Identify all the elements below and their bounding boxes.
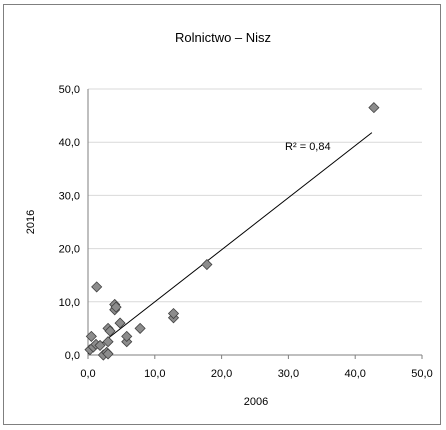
x-tick-label: 30,0	[278, 368, 299, 380]
trendline	[87, 132, 373, 355]
data-point	[201, 258, 213, 271]
data-point	[94, 339, 106, 351]
data-point	[110, 301, 122, 313]
x-tick-label: 20,0	[211, 368, 232, 380]
axes	[87, 89, 423, 359]
y-tick-label: 20,0	[59, 244, 80, 256]
r-squared-annotation: R² = 0,84	[285, 141, 331, 153]
x-tick-label: 10,0	[144, 368, 165, 380]
trendline-segment	[87, 132, 373, 355]
y-tick-label: 30,0	[59, 190, 80, 202]
y-axis-label: 2016	[25, 210, 37, 234]
data-point	[121, 330, 133, 342]
data-point	[91, 281, 103, 293]
data-points	[84, 102, 380, 361]
y-tick-label: 10,0	[59, 297, 80, 309]
x-tick-label: 0,0	[80, 368, 95, 380]
x-tick-label: 50,0	[411, 368, 432, 380]
data-point	[368, 102, 380, 114]
data-point	[102, 348, 114, 360]
data-point	[104, 325, 116, 337]
x-axis-label: 2006	[244, 396, 268, 408]
x-tick-label: 40,0	[344, 368, 365, 380]
data-point	[134, 322, 146, 334]
data-point	[167, 307, 180, 320]
data-point	[85, 330, 97, 342]
chart-title: Rolnictwo – Nisz	[175, 30, 271, 45]
y-tick-label: 50,0	[59, 84, 80, 96]
tick-labels: 0,0 10,0 20,0 30,0 40,0 50,0 0,0 10,0 20,0 30,0 40…	[59, 84, 433, 380]
y-tick-label: 0,0	[65, 350, 80, 362]
data-point	[114, 317, 126, 329]
data-point	[102, 336, 114, 348]
y-tick-label: 40,0	[59, 137, 80, 149]
